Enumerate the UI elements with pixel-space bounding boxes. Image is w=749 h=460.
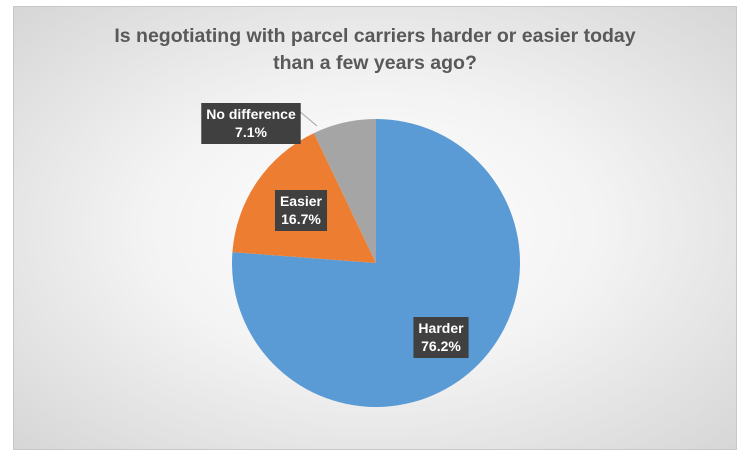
data-label-box bbox=[201, 103, 301, 144]
data-label-harder: Harder 76.2% bbox=[413, 317, 469, 358]
data-label-easier: Easier 16.7% bbox=[274, 190, 328, 231]
data-label-box bbox=[413, 317, 469, 358]
data-label-percent: 76.2% bbox=[421, 338, 461, 354]
leader-line-no-difference bbox=[297, 109, 318, 127]
data-label-no-difference: No difference 7.1% bbox=[201, 103, 301, 144]
chart-title-line-2: than a few years ago? bbox=[273, 52, 477, 74]
data-label-percent: 16.7% bbox=[281, 211, 321, 227]
chart-area: Is negotiating with parcel carriers hard… bbox=[13, 6, 737, 450]
data-label-name: Harder bbox=[418, 320, 464, 336]
data-label-box bbox=[274, 190, 328, 231]
data-label-percent: 7.1% bbox=[235, 124, 267, 140]
data-label-name: Easier bbox=[280, 193, 323, 209]
pie-slice-no-difference bbox=[313, 119, 376, 263]
pie-chart: Harder 76.2% Easier 16.7% No difference 7.1% bbox=[201, 103, 520, 408]
chart-title-line-1: Is negotiating with parcel carriers hard… bbox=[114, 25, 636, 47]
chart-title: Is negotiating with parcel carriers hard… bbox=[14, 23, 736, 77]
data-label-name: No difference bbox=[206, 106, 296, 122]
